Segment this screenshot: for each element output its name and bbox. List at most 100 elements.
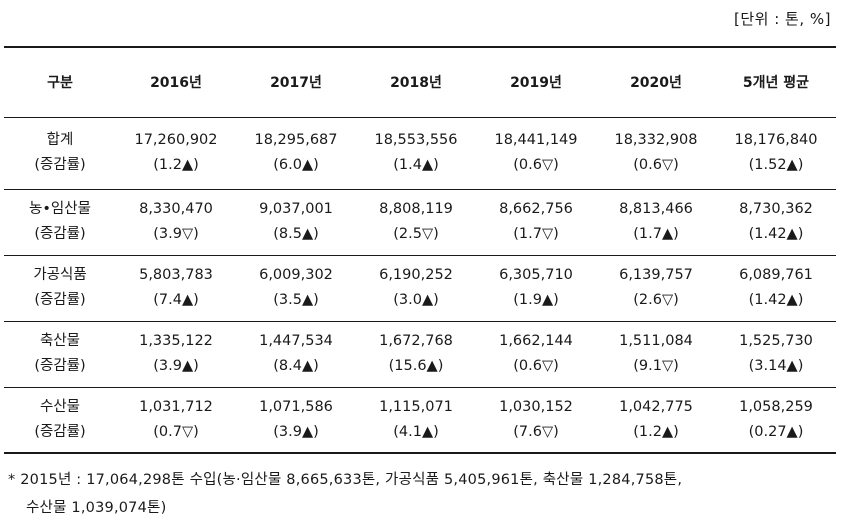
data-cell: 18,441,149 (0.6▽) — [476, 117, 596, 190]
data-cell: 6,009,302 (3.5▲) — [236, 255, 356, 322]
data-cell: 9,037,001 (8.5▲) — [236, 189, 356, 256]
cell-rate: (1.52▲) — [748, 157, 804, 173]
cell-value: 18,332,908 — [614, 132, 698, 148]
row-category-sub: (증감률) — [34, 358, 86, 374]
cell-value: 8,730,362 — [739, 201, 813, 217]
table-row: 가공식품 (증감률) 5,803,783 (7.4▲) 6,009,302 (3.5▲) 6… — [4, 255, 836, 322]
cell-rate: (0.6▽) — [513, 358, 559, 374]
data-cell: 6,305,710 (1.9▲) — [476, 255, 596, 322]
cell-rate: (1.4▲) — [393, 157, 439, 173]
cell-rate: (7.4▲) — [153, 292, 199, 308]
header-year: 2020년 — [596, 46, 716, 118]
footnote-line-2: 수산물 1,039,074톤) — [26, 500, 167, 516]
data-cell: 18,176,840 (1.52▲) — [716, 117, 836, 190]
row-category-sub: (증감률) — [34, 157, 86, 173]
data-cell: 5,803,783 (7.4▲) — [116, 255, 236, 322]
cell-rate: (15.6▲) — [388, 358, 444, 374]
cell-rate: (0.6▽) — [513, 157, 559, 173]
row-category-sub: (증감률) — [34, 292, 86, 308]
cell-value: 1,030,152 — [499, 398, 573, 415]
cell-rate: (2.6▽) — [633, 292, 679, 308]
header-year: 2019년 — [476, 46, 596, 118]
table-row: 수산물 (증감률) 1,031,712 (0.7▽) 1,071,586 (3.9▲) 1,… — [4, 387, 836, 454]
header-five-year-average: 5개년 평균 — [716, 46, 836, 118]
cell-rate: (1.2▲) — [153, 157, 199, 173]
cell-value: 18,176,840 — [734, 132, 818, 148]
cell-rate: (3.9▽) — [153, 226, 199, 242]
cell-rate: (1.9▲) — [513, 292, 559, 308]
cell-value: 9,037,001 — [259, 201, 333, 217]
cell-rate: (8.5▲) — [273, 226, 319, 242]
cell-value: 6,139,757 — [619, 267, 693, 283]
table-row: 합계 (증감률) 17,260,902 (1.2▲) 18,295,687 (6.0▲) 1… — [4, 117, 836, 190]
cell-value: 1,115,071 — [379, 398, 453, 415]
data-cell: 1,042,775 (1.2▲) — [596, 387, 716, 454]
data-cell: 1,511,084 (9.1▽) — [596, 321, 716, 388]
cell-rate: (3.14▲) — [748, 358, 804, 374]
data-cell: 18,332,908 (0.6▽) — [596, 117, 716, 190]
cell-rate: (3.5▲) — [273, 292, 319, 308]
cell-value: 8,813,466 — [619, 201, 693, 217]
data-cell: 8,330,470 (3.9▽) — [116, 189, 236, 256]
row-category-sub: (증감률) — [34, 226, 86, 242]
row-category-name: 농•임산물 — [29, 201, 91, 217]
header-year: 2016년 — [116, 46, 236, 118]
cell-rate: (3.9▲) — [273, 423, 319, 440]
cell-rate: (0.27▲) — [748, 423, 804, 440]
row-category-sub: (증감률) — [34, 423, 86, 440]
data-cell: 1,031,712 (0.7▽) — [116, 387, 236, 454]
data-cell: 8,662,756 (1.7▽) — [476, 189, 596, 256]
table-row: 농•임산물 (증감률) 8,330,470 (3.9▽) 9,037,001 (8.5▲)… — [4, 189, 836, 256]
cell-value: 18,441,149 — [494, 132, 578, 148]
cell-rate: (2.5▽) — [393, 226, 439, 242]
data-cell: 1,447,534 (8.4▲) — [236, 321, 356, 388]
cell-rate: (4.1▲) — [393, 423, 439, 440]
cell-value: 1,511,084 — [619, 333, 693, 349]
cell-rate: (0.7▽) — [153, 423, 199, 440]
cell-rate: (1.7▽) — [513, 226, 559, 242]
data-cell: 18,553,556 (1.4▲) — [356, 117, 476, 190]
data-cell: 6,139,757 (2.6▽) — [596, 255, 716, 322]
unit-label: [단위 : 톤, %] — [734, 10, 831, 28]
row-category-name: 축산물 — [39, 333, 81, 349]
cell-value: 1,335,122 — [139, 333, 213, 349]
data-cell: 18,295,687 (6.0▲) — [236, 117, 356, 190]
cell-value: 17,260,902 — [134, 132, 218, 148]
header-category: 구분 — [4, 46, 116, 118]
header-year: 2018년 — [356, 46, 476, 118]
cell-value: 1,525,730 — [739, 333, 813, 349]
data-cell: 1,058,259 (0.27▲) — [716, 387, 836, 454]
cell-rate: (8.4▲) — [273, 358, 319, 374]
cell-rate: (3.0▲) — [393, 292, 439, 308]
cell-rate: (9.1▽) — [633, 358, 679, 374]
row-category-name: 가공식품 — [33, 267, 87, 283]
cell-value: 6,089,761 — [739, 267, 813, 283]
data-cell: 6,089,761 (1.42▲) — [716, 255, 836, 322]
cell-value: 1,071,586 — [259, 398, 333, 415]
cell-rate: (3.9▲) — [153, 358, 199, 374]
cell-rate: (1.2▲) — [633, 423, 679, 440]
footnote-line-1: * 2015년 : 17,064,298톤 수입(농·임산물 8,665,633… — [8, 472, 683, 488]
data-cell: 6,190,252 (3.0▲) — [356, 255, 476, 322]
row-category-cell: 합계 (증감률) — [4, 117, 116, 190]
table-header-row: 구분 2016년 2017년 2018년 2019년 2020년 5개년 평균 — [4, 46, 836, 118]
import-statistics-table: 구분 2016년 2017년 2018년 2019년 2020년 5개년 평균 … — [4, 46, 836, 454]
cell-value: 8,662,756 — [499, 201, 573, 217]
data-cell: 8,730,362 (1.42▲) — [716, 189, 836, 256]
table-row: 축산물 (증감률) 1,335,122 (3.9▲) 1,447,534 (8.4▲) 1,… — [4, 321, 836, 388]
cell-rate: (6.0▲) — [273, 157, 319, 173]
cell-value: 18,553,556 — [374, 132, 458, 148]
cell-value: 1,042,775 — [619, 398, 693, 415]
data-cell: 1,335,122 (3.9▲) — [116, 321, 236, 388]
row-category-name: 합계 — [46, 132, 74, 148]
cell-value: 5,803,783 — [139, 267, 213, 283]
data-cell: 8,808,119 (2.5▽) — [356, 189, 476, 256]
cell-value: 6,190,252 — [379, 267, 453, 283]
footnote: * 2015년 : 17,064,298톤 수입(농·임산물 8,665,633… — [8, 466, 682, 522]
data-cell: 1,030,152 (7.6▽) — [476, 387, 596, 454]
data-cell: 17,260,902 (1.2▲) — [116, 117, 236, 190]
data-cell: 1,662,144 (0.6▽) — [476, 321, 596, 388]
cell-value: 8,330,470 — [139, 201, 213, 217]
cell-value: 1,662,144 — [499, 333, 573, 349]
row-category-cell: 축산물 (증감률) — [4, 321, 116, 388]
